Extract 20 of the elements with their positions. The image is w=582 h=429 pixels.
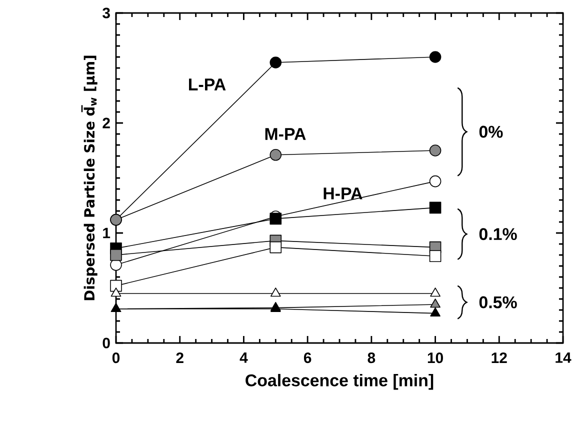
y-tick-label: 2	[102, 118, 110, 128]
x-tick-label: 6	[304, 352, 312, 364]
series-label: M-PA	[265, 128, 306, 140]
annotation: 0.5%	[479, 296, 517, 308]
y-tick-label: 0	[102, 338, 110, 348]
x-tick-label: 2	[176, 352, 184, 363]
x-tick-label: 12	[492, 352, 507, 363]
series-label: L-PA	[189, 78, 226, 90]
x-tick-label: 4	[240, 352, 248, 363]
x-tick-label: 14	[556, 352, 572, 363]
annotation: 0%	[479, 126, 503, 138]
x-axis-title: Coalescence time [min]	[246, 374, 434, 390]
y-tick-label: 1	[103, 228, 110, 238]
x-tick-label: 8	[368, 352, 376, 364]
x-tick-label: 10	[428, 352, 443, 364]
series-label: H-PA	[324, 188, 362, 200]
x-tick-label: 0	[112, 352, 120, 364]
y-tick-label: 3	[102, 8, 110, 18]
annotation: 0.1%	[479, 228, 517, 240]
y-axis-title: Dispersed Particle Size d̅$_{w}$ [µm]	[81, 56, 98, 300]
